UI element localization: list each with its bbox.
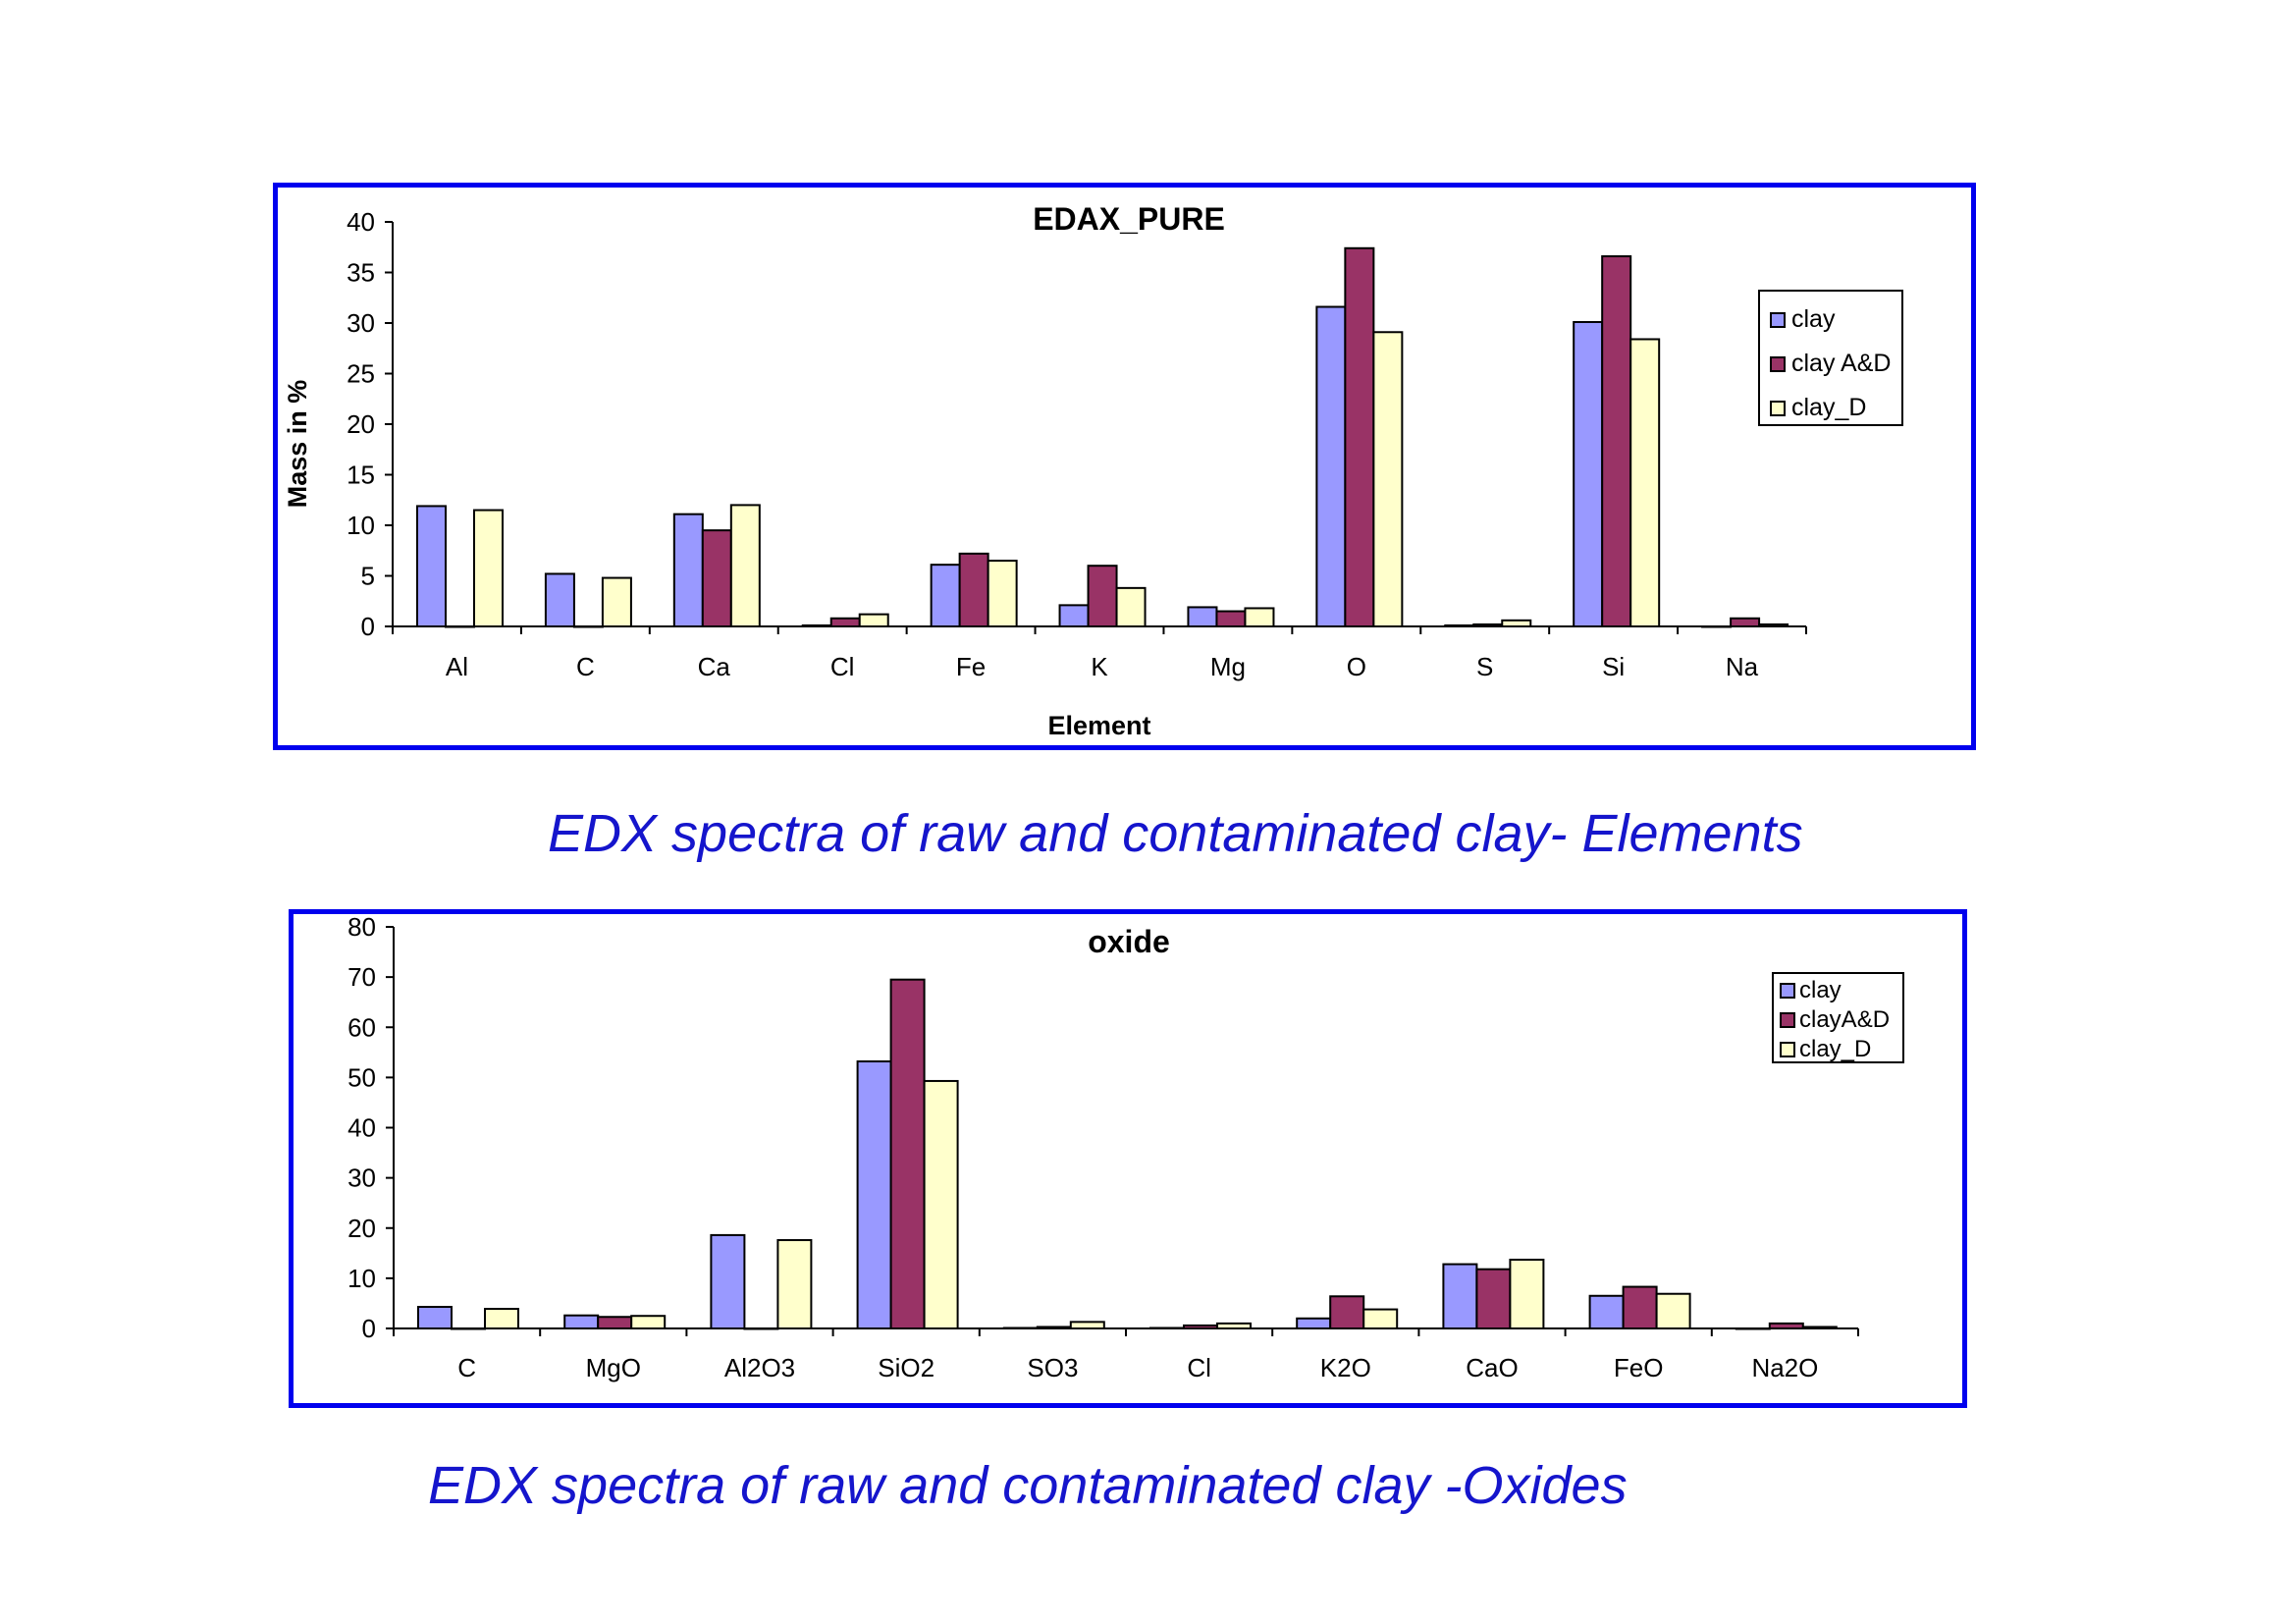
x-tick-label: K2O [1320, 1353, 1371, 1382]
legend-label-clay-d: clay_D [1791, 394, 1867, 421]
bar-clay-d-al [473, 509, 504, 627]
bar-clay-cao [1442, 1263, 1478, 1330]
bar-clay-d-si [1629, 338, 1661, 627]
bar-clay-d-ca [729, 504, 761, 628]
legend-item-clay-ad: clay A&D [1770, 342, 1901, 386]
y-tick-label: 10 [347, 511, 375, 540]
y-tick-label: 15 [347, 460, 375, 490]
oxides-caption: EDX spectra of raw and contaminated clay… [428, 1456, 1628, 1515]
x-tick-label: MgO [586, 1353, 641, 1382]
x-tick-label: K [1091, 652, 1108, 681]
x-tick-label: Al [446, 652, 468, 681]
bar-clay-c [417, 1306, 453, 1329]
oxides-chart-legend: clay clayA&D clay_D [1772, 972, 1904, 1063]
bar-clay-d-sio2 [923, 1079, 959, 1329]
bar-clay-sio2 [856, 1060, 892, 1329]
legend-item-clay-ad: clayA&D [1780, 1005, 1902, 1035]
y-tick-label: 30 [347, 308, 375, 338]
x-tick-label: O [1347, 652, 1366, 681]
y-tick-label: 50 [347, 1062, 376, 1092]
x-tick-label: Si [1602, 652, 1625, 681]
bar-claya-d-mgo [597, 1316, 633, 1329]
y-tick-label: 30 [347, 1164, 376, 1193]
y-tick-label: 20 [347, 1214, 376, 1243]
y-tick-label: 20 [347, 409, 375, 439]
x-tick-label: C [576, 652, 595, 681]
x-tick-label: SiO2 [878, 1353, 934, 1382]
y-tick-label: 40 [347, 207, 375, 237]
x-tick-label: Cl [830, 652, 855, 681]
chart-title: EDAX_PURE [1033, 201, 1225, 237]
bar-claya-d-k2o [1329, 1295, 1365, 1330]
legend-label-clay: clay [1799, 977, 1842, 1003]
y-tick-label: 0 [362, 1314, 376, 1343]
bar-clay-a-d-fe [958, 552, 989, 628]
bar-clay-c [544, 572, 575, 628]
elements-chart-frame [273, 183, 1976, 750]
x-tick-label: Cl [1187, 1353, 1211, 1382]
bar-clay-ca [672, 513, 704, 627]
legend-item-clay: clay [1770, 298, 1901, 342]
y-tick-label: 25 [347, 359, 375, 389]
x-tick-label: Fe [956, 652, 986, 681]
bar-clay-al [416, 505, 447, 627]
legend-swatch-clay-ad [1780, 1012, 1795, 1028]
legend-swatch-clay [1770, 311, 1786, 328]
x-tick-label: Ca [698, 652, 731, 681]
y-tick-label: 10 [347, 1264, 376, 1293]
bar-clay-a-d-o [1344, 246, 1375, 627]
bar-clay-d-feo [1655, 1292, 1691, 1330]
y-tick-label: 35 [347, 258, 375, 288]
x-tick-label: Na2O [1751, 1353, 1818, 1382]
legend-label-clay: clay [1791, 305, 1836, 333]
x-tick-label: S [1476, 652, 1493, 681]
bar-clay-o [1315, 305, 1347, 627]
y-tick-label: 40 [347, 1113, 376, 1143]
bar-clay-mgo [563, 1314, 600, 1330]
legend-label-clay-ad: clayA&D [1799, 1006, 1891, 1033]
legend-item-clay-d: clay_D [1780, 1035, 1902, 1064]
y-tick-label: 0 [361, 612, 375, 641]
bar-clay-d-k2o [1362, 1308, 1399, 1330]
y-tick-label: 5 [361, 562, 375, 591]
legend-item-clay: clay [1780, 976, 1902, 1005]
x-axis-title: Element [1047, 711, 1150, 740]
legend-item-clay-d: clay_D [1770, 386, 1901, 430]
bar-clay-al2o3 [710, 1233, 746, 1329]
x-tick-label: C [457, 1353, 476, 1382]
legend-label-clay-d: clay_D [1799, 1036, 1872, 1062]
chart-title: oxide [1088, 924, 1170, 959]
bar-clay-d-fe [987, 560, 1018, 627]
bar-clay-k2o [1296, 1317, 1332, 1330]
x-tick-label: Na [1726, 652, 1759, 681]
bar-claya-d-sio2 [889, 978, 926, 1330]
elements-caption: EDX spectra of raw and contaminated clay… [548, 804, 1803, 863]
legend-swatch-clay-ad [1770, 355, 1786, 372]
elements-chart-legend: clay clay A&D clay_D [1758, 290, 1903, 426]
legend-label-clay-ad: clay A&D [1791, 350, 1892, 377]
y-tick-label: 60 [347, 1012, 376, 1042]
legend-swatch-clay [1780, 983, 1795, 999]
x-tick-label: FeO [1614, 1353, 1664, 1382]
y-tick-label: 70 [347, 962, 376, 992]
y-tick-label: 80 [347, 912, 376, 942]
bar-clay-d-c [484, 1308, 519, 1330]
x-tick-label: Al2O3 [724, 1353, 795, 1382]
bar-clay-a-d-si [1601, 255, 1632, 627]
bar-clay-d-al2o3 [776, 1239, 813, 1330]
bar-clay-d-cao [1509, 1258, 1545, 1329]
x-tick-label: SO3 [1027, 1353, 1078, 1382]
bar-clay-d-mgo [630, 1315, 667, 1329]
y-axis-title: Mass in % [283, 380, 312, 509]
legend-swatch-clay-d [1780, 1042, 1795, 1057]
bar-clay-d-k [1115, 586, 1147, 627]
bar-claya-d-feo [1622, 1285, 1658, 1330]
x-tick-label: CaO [1466, 1353, 1518, 1382]
x-tick-label: Mg [1210, 652, 1246, 681]
bar-clay-feo [1588, 1294, 1625, 1330]
legend-swatch-clay-d [1770, 400, 1786, 416]
bar-claya-d-cao [1475, 1268, 1512, 1329]
